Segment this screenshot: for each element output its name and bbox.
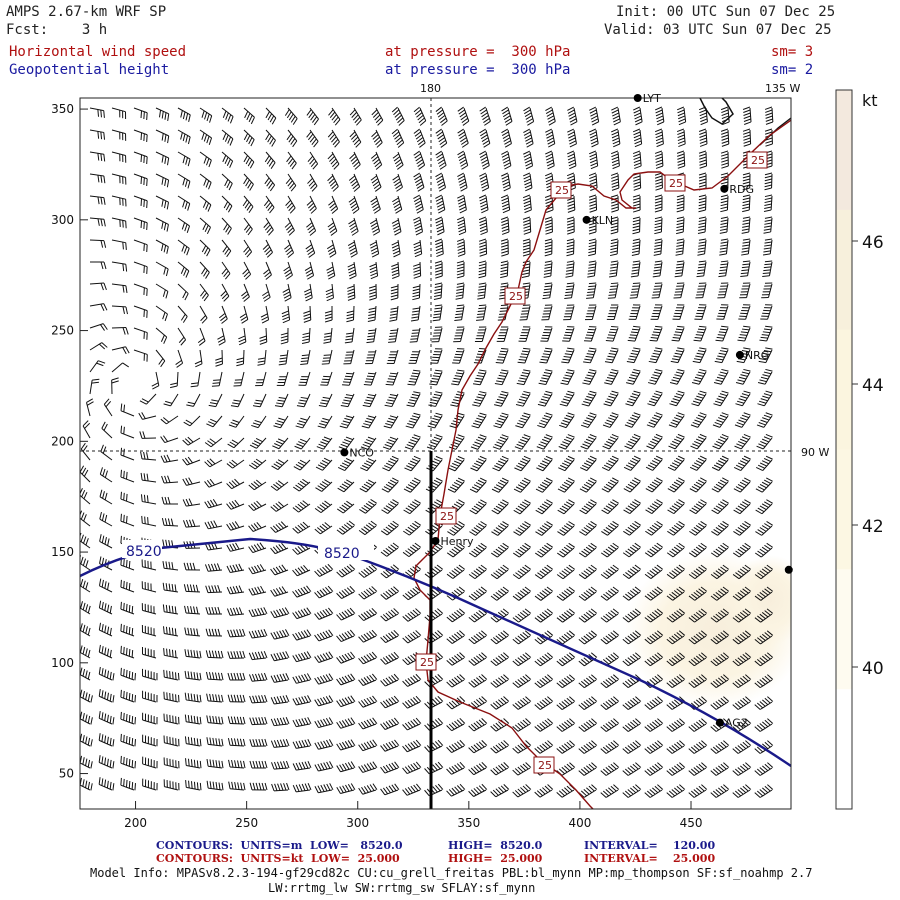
x-tick-label: 200 bbox=[124, 816, 147, 830]
colorbar-tick-label: 42 bbox=[862, 517, 884, 537]
init-time: Init: 00 UTC Sun 07 Dec 25 bbox=[616, 4, 836, 20]
station-label: NCO bbox=[349, 446, 374, 459]
y-tick-label: 100 bbox=[51, 656, 74, 670]
station-label: LYT bbox=[643, 92, 661, 105]
footer-height-contours: CONTOURS: UNITS=m LOW= 8520.0 bbox=[156, 839, 403, 852]
field1-title: Horizontal wind speed bbox=[9, 44, 187, 60]
colorbar-tick-label: 44 bbox=[862, 376, 884, 396]
colorbar-swatch bbox=[836, 90, 852, 211]
wind-speed-contour bbox=[413, 119, 791, 809]
color-bar: 46 44 42 40 bbox=[835, 89, 884, 810]
field2-level: at pressure = 300 hPa bbox=[385, 62, 571, 78]
station-dot bbox=[340, 448, 349, 457]
meridian-label-180: 180 bbox=[420, 82, 441, 95]
station-dot bbox=[784, 565, 793, 574]
model-info-2: LW:rrtmg_lw SW:rrtmg_sw SFLAY:sf_mynn bbox=[268, 881, 536, 895]
x-tick-label: 300 bbox=[346, 816, 369, 830]
station-label: AG2 bbox=[725, 717, 748, 730]
station-dot bbox=[715, 718, 724, 727]
y-tick-label: 300 bbox=[51, 213, 74, 227]
contour-label-25: 25 bbox=[504, 287, 526, 305]
station-markers: LYT RDG KLN NRG NCO Henry AG2 bbox=[340, 92, 793, 730]
y-tick-label: 250 bbox=[51, 324, 74, 338]
field2-smoothing: sm= 2 bbox=[771, 62, 814, 78]
station-label: KLN bbox=[592, 214, 614, 227]
x-tick-label: 450 bbox=[680, 816, 703, 830]
contour-label-25: 25 bbox=[746, 151, 768, 169]
footer-wind-interval: INTERVAL= 25.000 bbox=[584, 852, 716, 865]
colorbar-swatch bbox=[836, 209, 852, 331]
contour-label-25: 25 bbox=[435, 507, 457, 525]
footer-wind-high: HIGH= 25.000 bbox=[448, 852, 543, 865]
y-tick-label: 200 bbox=[51, 434, 74, 448]
footer-height-interval: INTERVAL= 120.00 bbox=[584, 839, 716, 852]
station-dot bbox=[735, 350, 744, 359]
x-tick-label: 400 bbox=[568, 816, 591, 830]
valid-time: Valid: 03 UTC Sun 07 Dec 25 bbox=[604, 22, 832, 38]
latitude-label-90w: 90 W bbox=[801, 446, 829, 459]
contour-label-bg bbox=[122, 540, 162, 558]
colorbar-tick-label: 40 bbox=[862, 659, 884, 679]
station-label: RDG bbox=[729, 183, 754, 196]
footer-wind-contours: CONTOURS: UNITS=kt LOW= 25.000 bbox=[156, 852, 400, 865]
plot-frame bbox=[79, 97, 792, 810]
contour-label-bg bbox=[318, 542, 374, 560]
field2-title: Geopotential height bbox=[9, 62, 170, 78]
colorbar-unit: kt bbox=[862, 91, 878, 110]
forecast-hour: Fcst: 3 h bbox=[6, 22, 108, 38]
colorbar-swatch bbox=[836, 569, 852, 690]
station-label: Henry bbox=[441, 535, 475, 548]
station-dot bbox=[431, 536, 440, 545]
wind-barbs bbox=[80, 106, 774, 798]
field1-level: at pressure = 300 hPa bbox=[385, 44, 571, 60]
colorbar-swatch bbox=[836, 329, 852, 450]
x-tick-label: 350 bbox=[457, 816, 480, 830]
model-info: Model Info: MPASv8.2.3-194-gf29cd82c CU:… bbox=[90, 866, 813, 880]
contour-label-25: 25 bbox=[415, 653, 437, 671]
height-contour-label: 8520 bbox=[324, 546, 360, 562]
height-contour-label: 8520 bbox=[126, 544, 162, 560]
station-dot bbox=[720, 184, 729, 193]
meridian-label-135w: 135 W bbox=[765, 82, 800, 95]
colorbar-tick-label: 46 bbox=[862, 233, 884, 253]
station-label: NRG bbox=[745, 349, 769, 362]
colorbar-frame bbox=[835, 89, 853, 810]
station-dot bbox=[633, 94, 642, 102]
colorbar-swatch bbox=[836, 449, 852, 570]
model-title: AMPS 2.67-km WRF SP bbox=[6, 4, 167, 20]
x-tick-label: 250 bbox=[235, 816, 258, 830]
contour-label-25: 25 bbox=[664, 174, 686, 192]
contour-label-25: 25 bbox=[550, 181, 572, 199]
field1-smoothing: sm= 3 bbox=[771, 44, 814, 60]
wind-shading-area bbox=[730, 555, 791, 645]
footer-height-high: HIGH= 8520.0 bbox=[448, 839, 543, 852]
axes: 200 250 300 350 400 450 350 300 250 200 150 100 50 bbox=[51, 102, 702, 830]
contour-label-25: 25 bbox=[533, 756, 555, 774]
wind-contour-labels: 25 25 25 25 25 25 25 bbox=[415, 151, 768, 774]
station-dot bbox=[582, 215, 591, 224]
coastline bbox=[699, 98, 734, 125]
y-tick-label: 50 bbox=[59, 767, 74, 781]
y-tick-label: 350 bbox=[51, 102, 74, 116]
colorbar-swatch bbox=[836, 689, 852, 810]
y-tick-label: 150 bbox=[51, 545, 74, 559]
